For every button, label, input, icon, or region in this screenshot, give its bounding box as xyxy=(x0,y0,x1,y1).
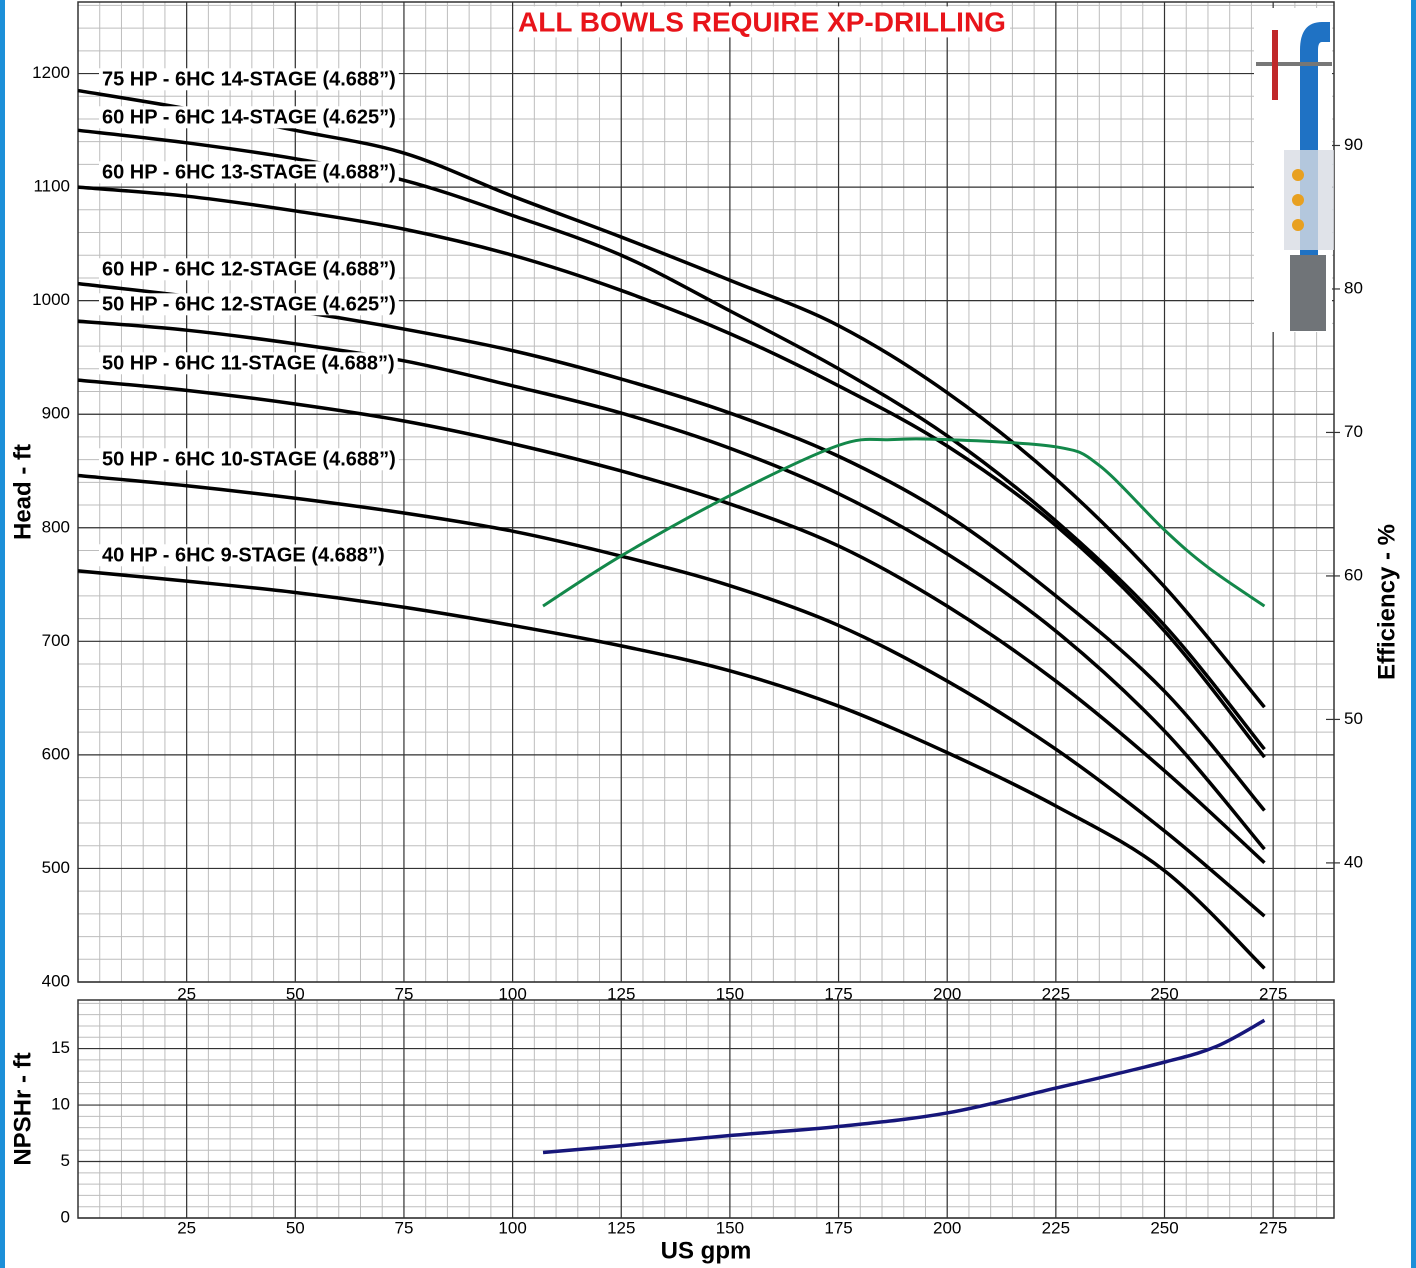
series-label: 50 HP - 6HC 10-STAGE (4.688”) xyxy=(102,448,396,470)
y2-tick-label: 40 xyxy=(1344,852,1363,871)
x-tick-label: 75 xyxy=(394,1218,413,1237)
curve xyxy=(77,569,1266,970)
x-tick-label: 175 xyxy=(824,984,852,1003)
curve xyxy=(542,1018,1266,1155)
x-tick-label: 150 xyxy=(716,1218,744,1237)
y-tick-label: 1000 xyxy=(32,290,70,309)
y-tick-label: 1100 xyxy=(33,177,70,196)
series-label-background xyxy=(99,352,398,375)
y2-tick-label: 60 xyxy=(1344,565,1363,584)
y-axis-label: Head - ft xyxy=(9,444,36,540)
series-label-background xyxy=(99,68,399,91)
series-label-background xyxy=(99,258,399,281)
y-tick-label: 900 xyxy=(42,404,70,423)
series-label: 40 HP - 6HC 9-STAGE (4.688”) xyxy=(102,544,385,566)
curve xyxy=(77,473,1266,918)
series-label: 50 HP - 6HC 12-STAGE (4.625”) xyxy=(102,293,396,315)
x-tick-label: 225 xyxy=(1042,1218,1070,1237)
x-tick-label: 150 xyxy=(716,984,744,1003)
series-label-background xyxy=(99,448,399,471)
x-tick-label: 100 xyxy=(498,984,526,1003)
y-tick-label: 15 xyxy=(51,1038,70,1057)
y-axis-label: NPSHr - ft xyxy=(9,1052,36,1165)
curve xyxy=(77,88,1266,709)
pump-impeller xyxy=(1292,194,1304,206)
frame-left xyxy=(0,0,5,1268)
y2-tick-label: 50 xyxy=(1344,709,1363,728)
y-tick-label: 10 xyxy=(51,1095,70,1114)
pump-illustration xyxy=(1254,8,1334,332)
x-tick-label: 50 xyxy=(286,984,305,1003)
y2-tick-label: 70 xyxy=(1344,422,1363,441)
series-label-background xyxy=(99,544,388,567)
x-tick-label: 225 xyxy=(1042,984,1070,1003)
series-label: 60 HP - 6HC 13-STAGE (4.688”) xyxy=(102,161,396,183)
series-label-background xyxy=(99,161,399,184)
curve xyxy=(77,185,1266,759)
x-tick-label: 125 xyxy=(607,984,635,1003)
plot-frame xyxy=(77,1,1335,983)
pump-impeller xyxy=(1292,169,1304,181)
pump-bowls xyxy=(1284,150,1334,250)
y-tick-label: 400 xyxy=(42,971,70,990)
x-tick-label: 250 xyxy=(1150,984,1178,1003)
curve xyxy=(77,128,1266,751)
y-tick-label: 500 xyxy=(42,858,70,877)
chart-title: ALL BOWLS REQUIRE XP-DRILLING xyxy=(518,6,1006,37)
series-label: 60 HP - 6HC 12-STAGE (4.688”) xyxy=(102,258,396,280)
x-tick-label: 275 xyxy=(1259,1218,1287,1237)
x-tick-label: 50 xyxy=(286,1218,305,1237)
x-tick-label: 75 xyxy=(394,984,413,1003)
plot-frame xyxy=(77,999,1335,1219)
pump-cable xyxy=(1272,30,1278,100)
x-tick-label: 25 xyxy=(177,1218,196,1237)
y-tick-label: 600 xyxy=(42,744,70,763)
curve xyxy=(542,437,1266,608)
pump-impeller xyxy=(1292,219,1304,231)
x-tick-label: 275 xyxy=(1259,984,1287,1003)
x-tick-label: 175 xyxy=(824,1218,852,1237)
series-label: 75 HP - 6HC 14-STAGE (4.688”) xyxy=(102,68,396,90)
x-tick-label: 125 xyxy=(607,1218,635,1237)
x-tick-label: 100 xyxy=(498,1218,526,1237)
y-tick-label: 1200 xyxy=(32,63,70,82)
y2-axis-label: Efficiency - % xyxy=(1373,524,1400,680)
x-tick-label: 250 xyxy=(1150,1218,1178,1237)
frame-right xyxy=(1411,0,1416,1268)
x-tick-label: 200 xyxy=(933,1218,961,1237)
curve xyxy=(77,319,1266,851)
x-axis-label: US gpm xyxy=(661,1237,752,1264)
pump-motor xyxy=(1290,255,1326,331)
y-tick-label: 800 xyxy=(42,517,70,536)
y-tick-label: 5 xyxy=(61,1151,70,1170)
series-label-background xyxy=(99,106,399,129)
series-label: 50 HP - 6HC 11-STAGE (4.688”) xyxy=(102,352,395,374)
series-label: 60 HP - 6HC 14-STAGE (4.625”) xyxy=(102,106,396,128)
label-layer: 25 50 75 100 125 150 175 200 225 250 2754005006007… xyxy=(9,6,1400,1264)
curve xyxy=(77,378,1266,865)
series-label-background xyxy=(99,293,399,316)
y2-tick-label: 80 xyxy=(1344,278,1363,297)
y2-tick-label: 90 xyxy=(1344,135,1363,154)
title-background xyxy=(514,6,1010,38)
x-tick-label: 200 xyxy=(933,984,961,1003)
pump-flange xyxy=(1256,62,1332,66)
x-tick-label: 25 xyxy=(177,984,196,1003)
y-tick-label: 700 xyxy=(42,631,70,650)
y-tick-label: 0 xyxy=(61,1207,70,1226)
